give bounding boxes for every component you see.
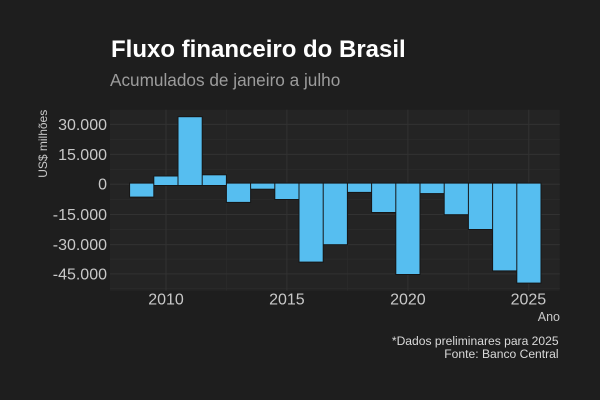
svg-text:-45.000: -45.000: [53, 266, 107, 283]
svg-text:2020: 2020: [390, 292, 426, 309]
svg-text:Acumulados de janeiro a julho: Acumulados de janeiro a julho: [110, 70, 340, 90]
svg-text:15.000: 15.000: [58, 147, 107, 164]
svg-text:2010: 2010: [148, 292, 184, 309]
svg-text:US$ milhões: US$ milhões: [36, 110, 50, 178]
svg-text:-15.000: -15.000: [53, 207, 107, 224]
svg-text:Fluxo financeiro do Brasil: Fluxo financeiro do Brasil: [111, 36, 406, 63]
svg-text:Ano: Ano: [538, 310, 560, 324]
svg-text:2025: 2025: [511, 292, 547, 309]
svg-text:-30.000: -30.000: [53, 237, 107, 254]
svg-text:30.000: 30.000: [58, 117, 107, 134]
svg-text:2015: 2015: [269, 292, 305, 309]
svg-text:Fonte: Banco Central: Fonte: Banco Central: [444, 347, 558, 361]
svg-text:*Dados preliminares para 2025: *Dados preliminares para 2025: [392, 334, 559, 348]
svg-text:0: 0: [98, 177, 107, 194]
